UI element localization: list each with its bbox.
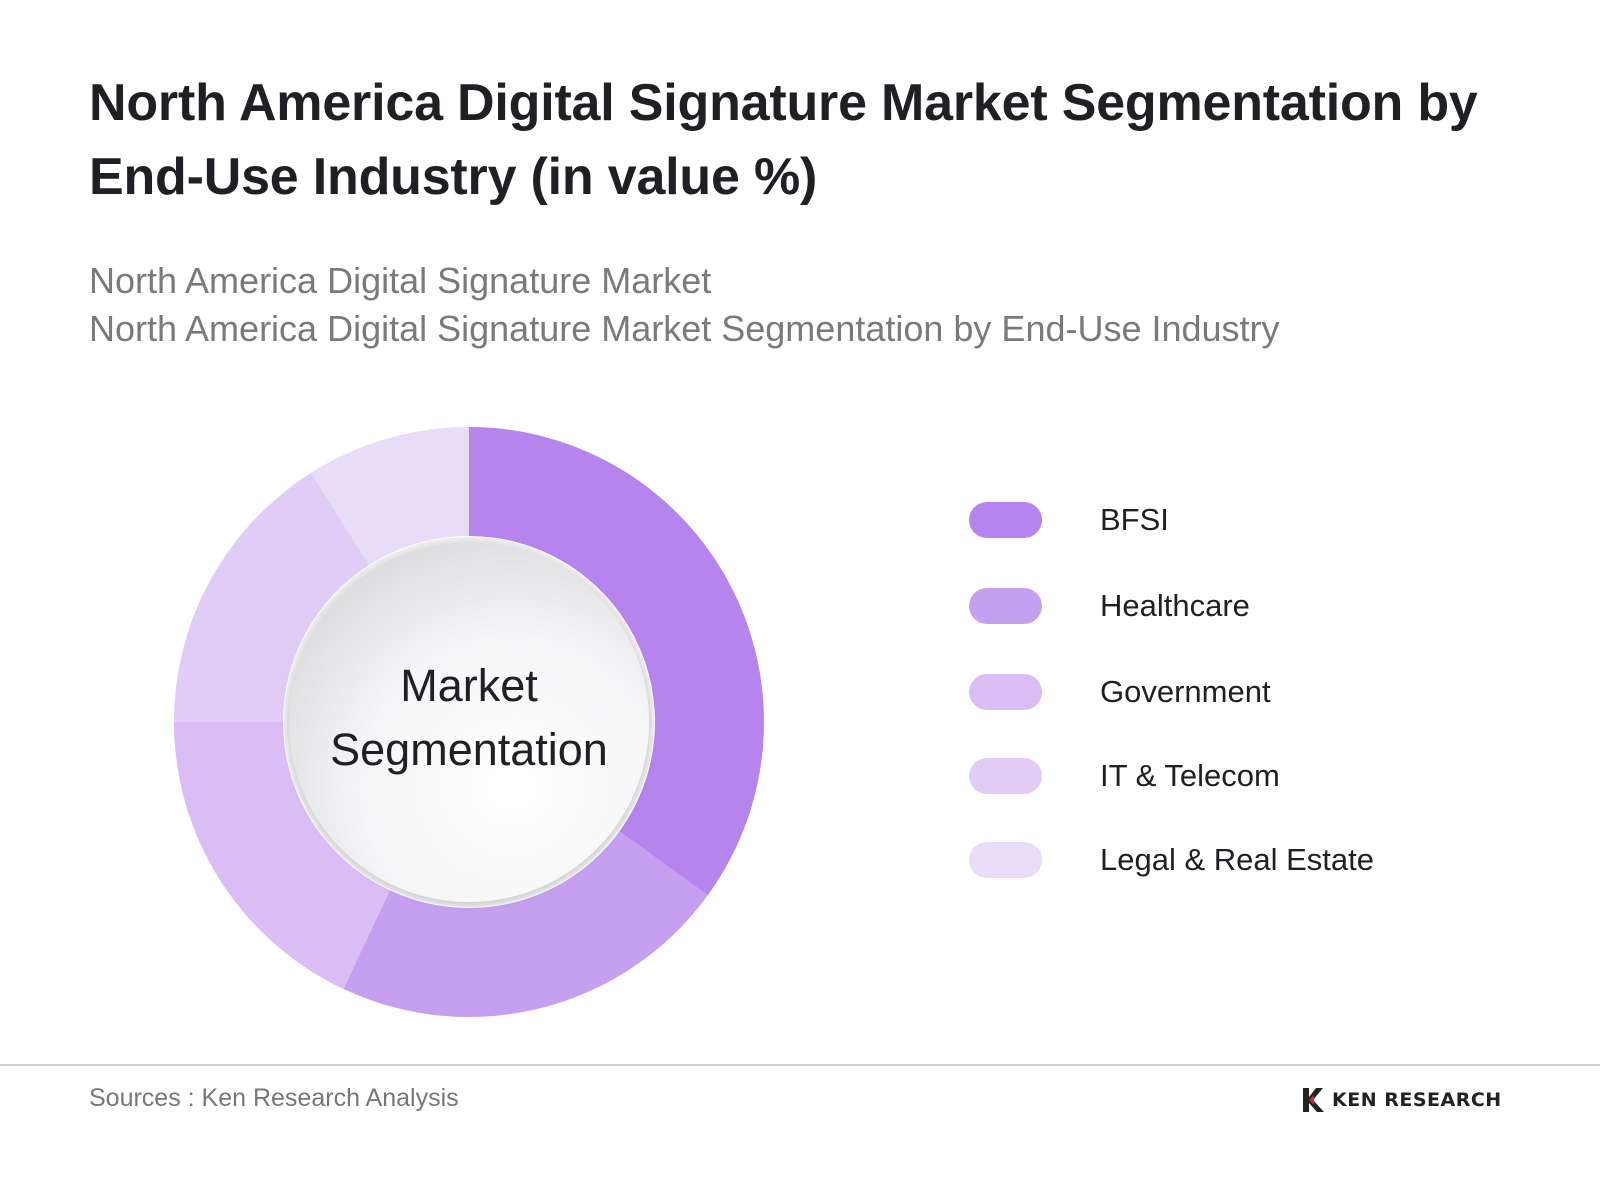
brand-name: KEN RESEARCH [1332, 1089, 1502, 1111]
subtitle-line-2: North America Digital Signature Market S… [89, 308, 1280, 349]
chart-title: North America Digital Signature Market S… [89, 74, 1478, 206]
brand-logo: KEN RESEARCH [1300, 1085, 1502, 1115]
subtitle-line-1: North America Digital Signature Market [89, 260, 712, 301]
center-label-line-2: Segmentation [330, 724, 608, 775]
donut-slice-legal-real-estate [310, 427, 469, 565]
center-label-line-1: Market [400, 660, 538, 711]
donut-slice-bfsi [469, 427, 764, 896]
chart-subtitle: North America Digital Signature Market N… [89, 257, 1529, 353]
legend-item-healthcare: Healthcare [969, 586, 1489, 626]
donut-slices [174, 427, 764, 1017]
legend-label-legal-real-estate: Legal & Real Estate [1100, 842, 1375, 877]
legend-swatch-bfsi [969, 502, 1042, 538]
legend-swatch-healthcare [969, 588, 1042, 624]
legend-label-it-telecom: IT & Telecom [1100, 758, 1280, 793]
ken-research-logo-icon [1303, 1088, 1324, 1112]
donut-center-label: Market Segmentation [279, 654, 659, 782]
sources-note: Sources : Ken Research Analysis [89, 1084, 459, 1112]
legend-swatch-legal-real-estate [969, 842, 1042, 878]
legend-item-bfsi: BFSI [969, 500, 1489, 540]
footer-divider [0, 1064, 1600, 1066]
legend-swatch-government [969, 674, 1042, 710]
donut-slice-government [174, 722, 390, 989]
legend-item-legal-real-estate: Legal & Real Estate [969, 840, 1489, 880]
donut-hub-face [289, 542, 649, 902]
legend-label-healthcare: Healthcare [1100, 588, 1250, 623]
legend-item-government: Government [969, 672, 1489, 712]
legend-label-government: Government [1100, 674, 1271, 709]
legend-swatch-it-telecom [969, 758, 1042, 794]
legend-label-bfsi: BFSI [1100, 502, 1169, 537]
donut-slice-healthcare [343, 831, 708, 1017]
donut-slice-it-telecom [174, 472, 370, 722]
legend-item-it-telecom: IT & Telecom [969, 756, 1489, 796]
